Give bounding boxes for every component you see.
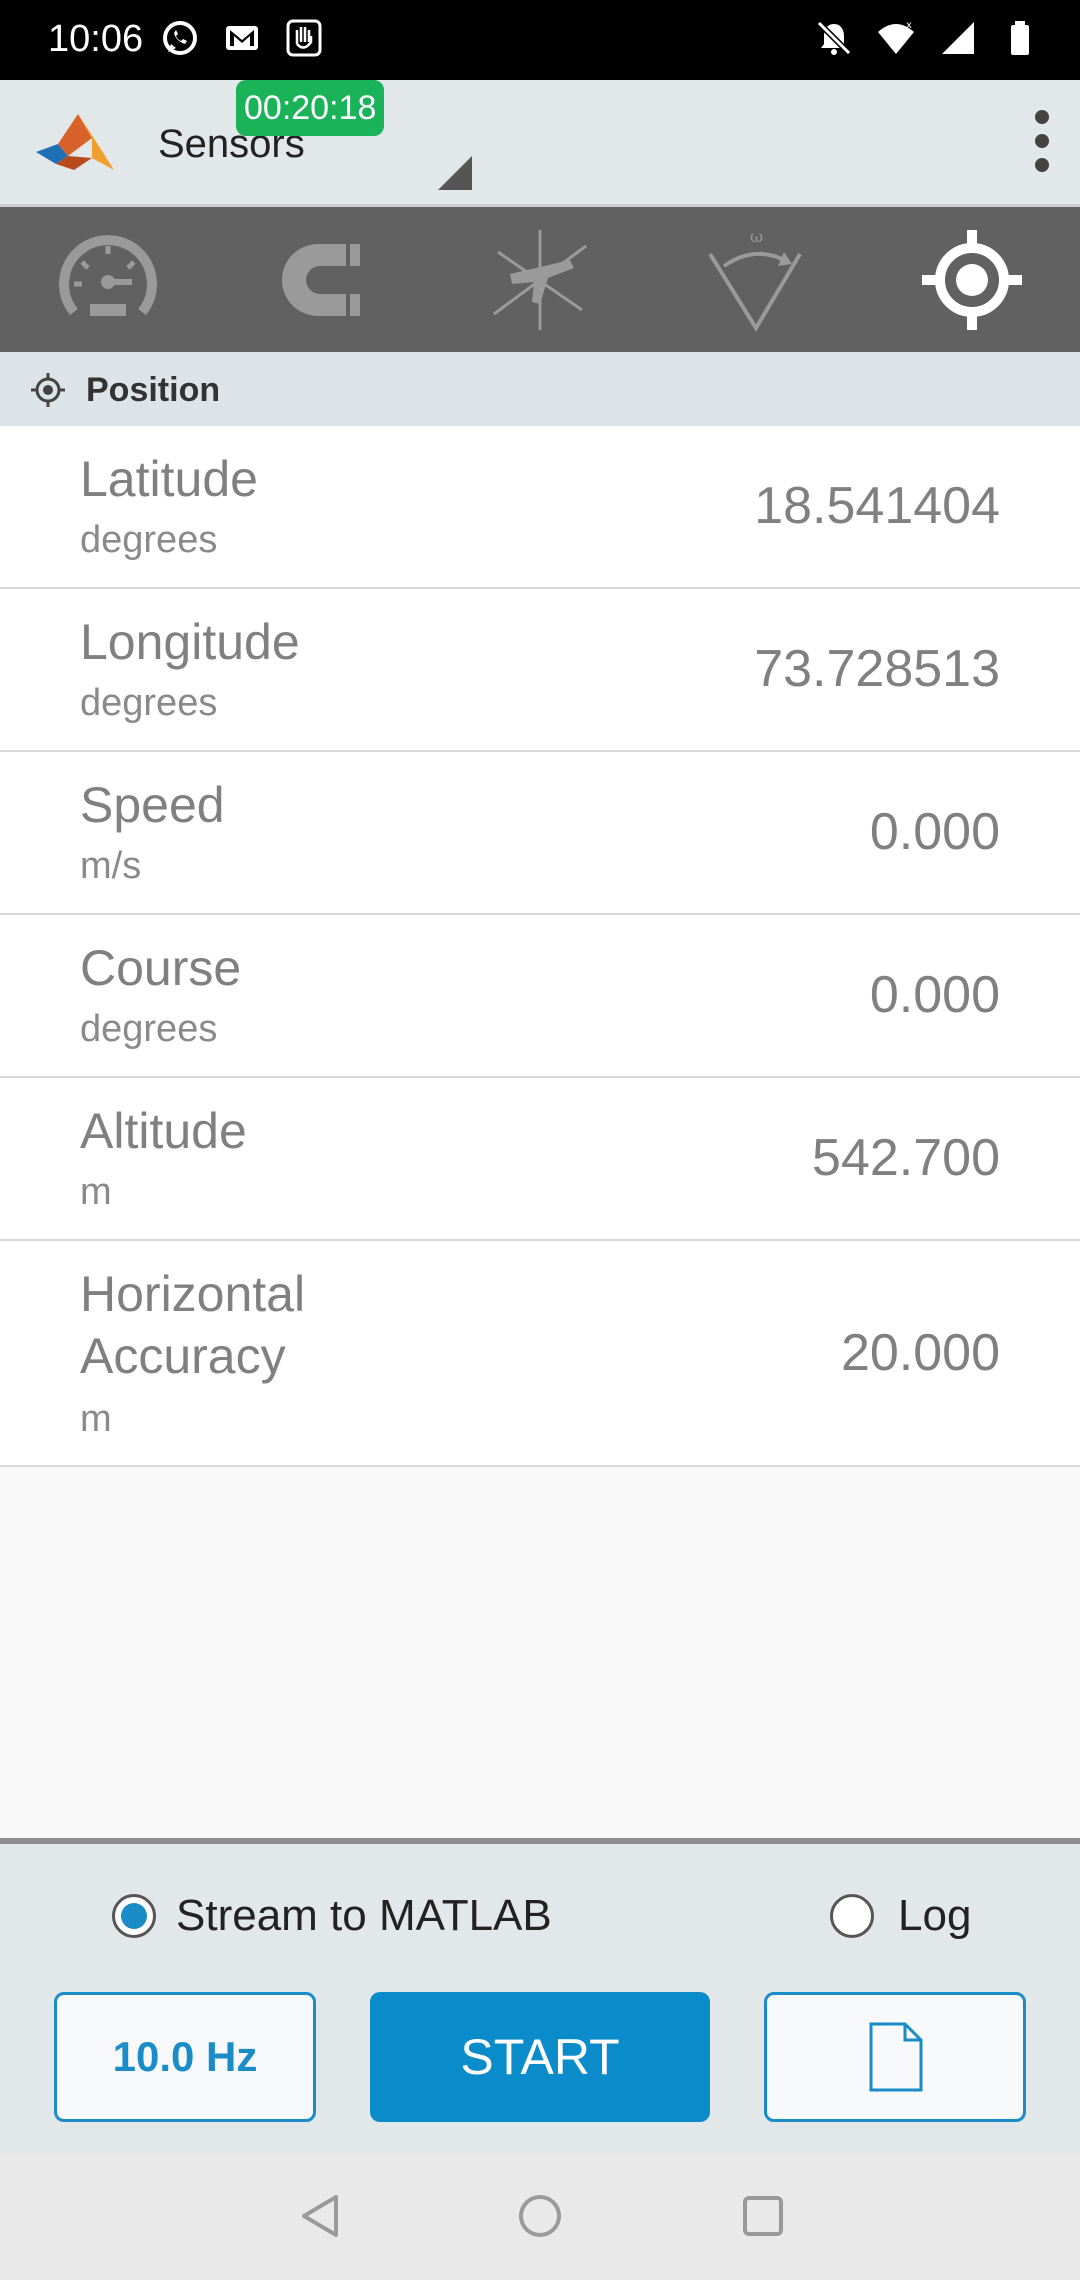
gmail-icon xyxy=(226,26,258,50)
reading-label: Longitude xyxy=(80,614,300,670)
wifi-icon: x xyxy=(878,20,914,54)
back-icon[interactable] xyxy=(296,2191,346,2241)
log-radio-label[interactable]: Log xyxy=(898,1891,972,1940)
bell-off-icon xyxy=(816,20,852,56)
reading-value: 0.000 xyxy=(869,803,1000,861)
tab-magnetic-field[interactable] xyxy=(216,207,432,352)
reading-value: 542.700 xyxy=(812,1129,1000,1187)
reading-value: 18.541404 xyxy=(754,477,1000,535)
svg-text:x: x xyxy=(906,20,912,31)
airplane-axes-icon xyxy=(493,229,587,330)
reading-unit: degrees xyxy=(80,682,218,724)
stream-radio[interactable] xyxy=(112,1894,156,1938)
navigation-bar xyxy=(0,2153,1080,2280)
file-button[interactable] xyxy=(764,1992,1026,2122)
recent-apps-icon[interactable] xyxy=(738,2191,788,2241)
angular-velocity-icon: ω xyxy=(708,227,802,332)
sensor-tab-bar: ω xyxy=(0,207,1080,352)
magnet-icon xyxy=(282,243,360,316)
dropdown-triangle-icon[interactable] xyxy=(438,156,472,190)
sample-rate-button[interactable]: 10.0 Hz xyxy=(54,1992,316,2122)
file-icon xyxy=(869,2022,923,2092)
start-button[interactable]: START xyxy=(370,1992,710,2122)
sensor-readings-list: Latitude degrees 18.541404 Longitude deg… xyxy=(0,426,1080,1467)
reading-value: 73.728513 xyxy=(754,640,1000,698)
status-bar: 10:06 x xyxy=(0,0,1080,80)
reading-unit: degrees xyxy=(80,519,218,561)
timer-badge: 00:20:18 xyxy=(236,80,385,136)
reading-unit: degrees xyxy=(80,1008,218,1050)
list-item: Horizontal Accuracy m 20.000 xyxy=(0,1241,1080,1467)
stream-radio-label[interactable]: Stream to MATLAB xyxy=(176,1891,552,1940)
reading-label: Course xyxy=(80,940,242,996)
home-icon[interactable] xyxy=(515,2191,565,2241)
speedometer-icon xyxy=(59,234,157,316)
list-item: Longitude degrees 73.728513 xyxy=(0,589,1080,752)
overflow-menu-button[interactable] xyxy=(1024,104,1060,180)
dot-icon xyxy=(1035,158,1049,172)
reading-unit: m xyxy=(80,1398,112,1440)
crosshair-icon xyxy=(922,229,1022,330)
reading-label: Horizontal Accuracy xyxy=(80,1266,306,1384)
section-title: Position xyxy=(86,371,221,409)
app-bar: Sensors 00:20:18 xyxy=(0,80,1080,207)
list-item: Speed m/s 0.000 xyxy=(0,752,1080,915)
tab-position[interactable] xyxy=(864,207,1080,352)
whatsapp-icon xyxy=(163,21,197,55)
reading-label: Latitude xyxy=(80,451,258,507)
dot-icon xyxy=(1035,110,1049,124)
hand-icon xyxy=(286,19,322,57)
list-item: Course degrees 0.000 xyxy=(0,915,1080,1078)
reading-value: 20.000 xyxy=(840,1324,1000,1382)
list-item: Altitude m 542.700 xyxy=(0,1078,1080,1241)
log-radio[interactable] xyxy=(830,1894,874,1938)
svg-text:ω: ω xyxy=(750,227,763,246)
tab-acceleration[interactable] xyxy=(0,207,216,352)
reading-unit: m/s xyxy=(80,845,142,887)
list-item: Latitude degrees 18.541404 xyxy=(0,426,1080,589)
bottom-control-panel: Stream to MATLAB Log 10.0 Hz START xyxy=(0,1838,1080,2159)
tab-angular-velocity[interactable]: ω xyxy=(648,207,864,352)
section-header: Position xyxy=(0,352,1080,426)
reading-label: Altitude xyxy=(80,1103,247,1159)
matlab-logo xyxy=(36,114,114,170)
signal-icon xyxy=(942,22,974,54)
dot-icon xyxy=(1035,134,1049,148)
reading-unit: m xyxy=(80,1171,112,1213)
status-time: 10:06 xyxy=(48,18,144,60)
crosshair-icon xyxy=(31,373,65,407)
reading-label: Speed xyxy=(80,777,225,833)
tab-orientation[interactable] xyxy=(432,207,648,352)
reading-value: 0.000 xyxy=(869,966,1000,1024)
battery-icon xyxy=(1011,21,1029,55)
